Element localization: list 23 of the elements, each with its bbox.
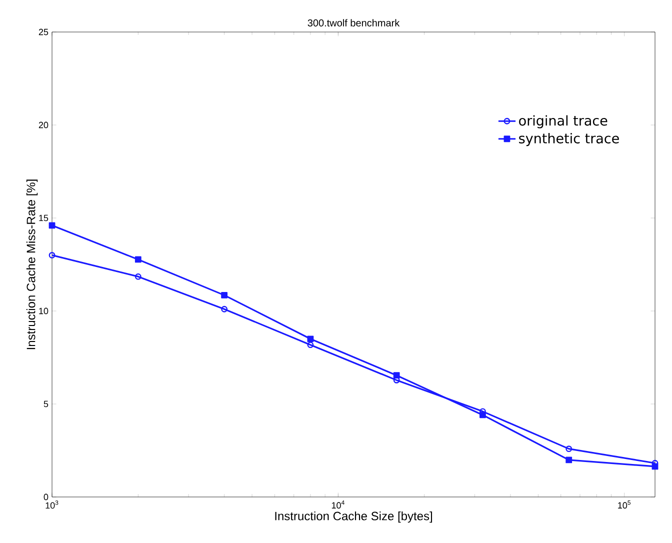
point — [307, 336, 314, 342]
point — [221, 306, 228, 312]
x-tick-label: 10$^{3}$ — [46, 500, 58, 509]
y-tick-label: 0 — [44, 494, 48, 500]
legend-label: synthetic trace — [519, 133, 619, 146]
point — [221, 292, 228, 298]
y-axis-title: Instruction Cache Miss-Rate [%] — [26, 180, 38, 350]
chart-title: 300.twolf benchmark — [308, 19, 400, 26]
point — [307, 342, 314, 348]
y-tick-label: 20 — [38, 122, 48, 128]
x-tick-label: 10$^{4}$ — [332, 500, 344, 509]
x-tick-label: 10$^{5}$ — [618, 500, 631, 509]
y-tick-label: 25 — [38, 28, 48, 36]
y-tick-label: 15 — [39, 214, 48, 222]
x-axis-title: Instruction Cache Size [bytes] — [275, 511, 432, 523]
point — [134, 256, 142, 263]
point — [134, 273, 142, 280]
y-tick-label: 10 — [39, 308, 48, 314]
point — [566, 456, 572, 464]
y-tick-label: 5 — [44, 400, 48, 408]
legend-label: original trace — [519, 115, 608, 128]
point — [566, 446, 572, 452]
point — [48, 222, 56, 229]
